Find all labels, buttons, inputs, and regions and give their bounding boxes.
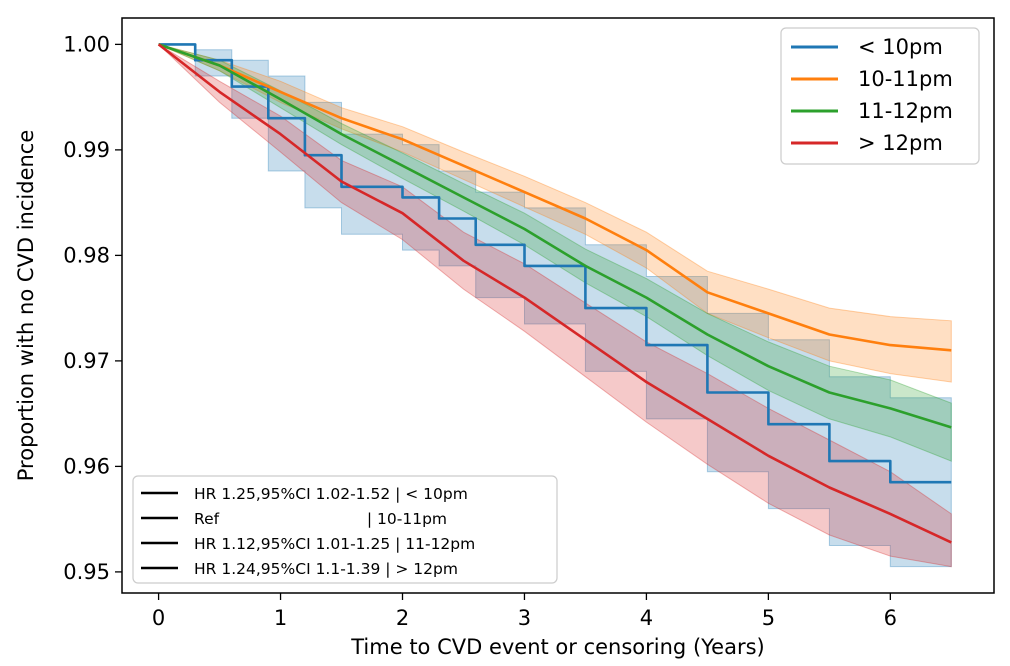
series-line-1: [158, 43, 952, 352]
hr-label-3: HR 1.24,95%CI 1.1-1.39 | > 12pm: [194, 560, 458, 578]
hr-label-0: HR 1.25,95%CI 1.02-1.52 | < 10pm: [194, 485, 468, 503]
x-axis-ticks: 0 1 2 3 4 5 6: [152, 593, 897, 630]
legend: < 10pm 10-11pm 11-12pm > 12pm: [780, 27, 980, 165]
x-tick-label-5: 5: [762, 606, 775, 630]
y-tick-label-5: 1.00: [63, 32, 110, 56]
legend-box: [780, 27, 980, 165]
confidence-band-3: [158, 43, 952, 568]
y-axis-label: Proportion with no CVD incidence: [14, 130, 38, 482]
y-tick-label-4: 0.99: [63, 138, 110, 162]
legend-label-1: 10-11pm: [858, 67, 953, 91]
series-line-3: [157, 43, 952, 544]
hazard-ratio-box: HR 1.25,95%CI 1.02-1.52 | < 10pm Ref | 10…: [132, 475, 558, 584]
x-tick-label-3: 3: [518, 606, 531, 630]
hr-box: [132, 475, 558, 584]
hr-label-2: HR 1.12,95%CI 1.01-1.25 | 11-12pm: [194, 535, 475, 553]
legend-label-3: > 12pm: [858, 131, 943, 155]
y-tick-label-1: 0.96: [63, 454, 110, 478]
y-tick-label-2: 0.97: [63, 349, 110, 373]
x-tick-label-2: 2: [396, 606, 409, 630]
legend-label-2: 11-12pm: [858, 99, 953, 123]
y-tick-label-3: 0.98: [63, 243, 110, 267]
x-tick-label-0: 0: [152, 606, 165, 630]
plot-frame: [121, 17, 995, 594]
hr-label-1: Ref | 10-11pm: [194, 510, 447, 528]
survival-curves: [157, 43, 952, 544]
x-axis-label: Time to CVD event or censoring (Years): [350, 635, 764, 659]
x-tick-label-6: 6: [884, 606, 897, 630]
confidence-bands: [158, 43, 952, 568]
x-tick-label-1: 1: [274, 606, 287, 630]
y-tick-label-0: 0.95: [63, 560, 110, 584]
x-tick-label-4: 4: [640, 606, 653, 630]
legend-label-0: < 10pm: [858, 35, 943, 59]
confidence-band-1: [158, 43, 952, 383]
series-line-2: [158, 43, 952, 429]
y-axis-ticks: 0.95 0.96 0.97 0.98 0.99 1.00: [63, 32, 122, 584]
